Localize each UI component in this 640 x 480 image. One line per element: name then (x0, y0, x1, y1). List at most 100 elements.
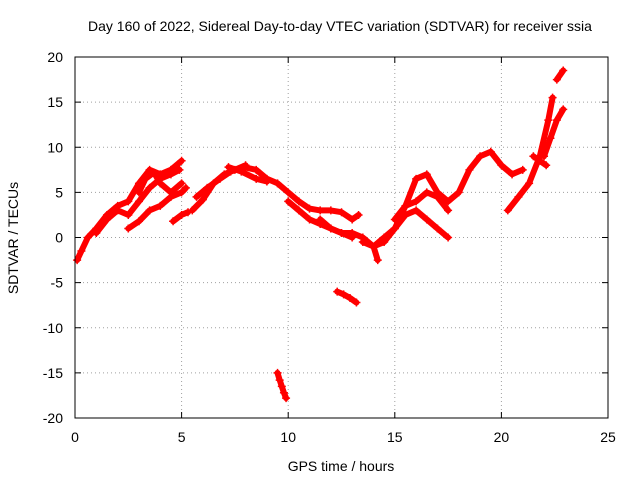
data-point-marker (262, 177, 271, 186)
series-line (334, 288, 360, 306)
data-point-marker (224, 163, 233, 172)
data-point-marker (279, 388, 288, 397)
data-point-marker (181, 183, 190, 192)
data-point-marker (358, 238, 367, 247)
series-arc-5 (169, 208, 192, 226)
data-point-marker (284, 197, 293, 206)
series-arc-3 (124, 183, 190, 233)
data-point-marker (380, 238, 389, 247)
data-point-marker (102, 215, 111, 224)
data-point-marker (476, 152, 485, 161)
data-point-marker (92, 228, 101, 237)
series-arc-16 (503, 93, 557, 215)
data-point-marker (145, 206, 154, 215)
data-point-marker (237, 167, 246, 176)
data-point-marker (535, 156, 544, 165)
x-tick-label: 25 (600, 429, 616, 445)
data-point-marker (390, 224, 399, 233)
series-arc-9 (273, 368, 291, 403)
data-point-marker (354, 210, 363, 219)
data-point-marker (149, 168, 158, 177)
y-tick-label: 10 (47, 139, 63, 155)
y-tick-label: -5 (51, 275, 64, 291)
axis-ticks: 0 5 10 15 20 25 -20 -15 -10 -5 0 5 10 15 20 (43, 49, 616, 445)
data-point-marker (326, 224, 335, 233)
series-line (541, 106, 567, 160)
data-point-marker (373, 256, 382, 265)
y-tick-label: -20 (43, 410, 63, 426)
data-point-marker (352, 298, 361, 307)
data-point-marker (422, 188, 431, 197)
data-point-marker (444, 197, 453, 206)
data-point-marker (156, 179, 165, 188)
data-point-marker (337, 208, 346, 217)
series-line (553, 67, 567, 83)
data-point-marker (188, 206, 197, 215)
series-arc-17 (529, 152, 551, 170)
data-point-marker (113, 206, 122, 215)
data-point-marker (83, 233, 92, 242)
data-point-marker (305, 204, 314, 213)
data-point-marker (390, 215, 399, 224)
data-point-marker (192, 192, 201, 201)
data-point-marker (277, 382, 286, 391)
data-point-marker (284, 188, 293, 197)
data-point-marker (369, 242, 378, 251)
data-point-marker (241, 161, 250, 170)
data-point-marker (333, 287, 342, 296)
chart-title: Day 160 of 2022, Sidereal Day-to-day VTE… (88, 18, 592, 34)
data-point-marker (433, 192, 442, 201)
data-point-marker (337, 228, 346, 237)
y-tick-label: -10 (43, 320, 63, 336)
data-point-marker (412, 206, 421, 215)
series-arc-19 (552, 66, 568, 84)
data-point-marker (559, 105, 568, 114)
data-point-marker (559, 66, 568, 75)
data-series (73, 66, 568, 403)
series-arc-8 (224, 163, 271, 186)
data-point-marker (412, 174, 421, 183)
data-point-marker (401, 201, 410, 210)
data-point-marker (169, 217, 178, 226)
series-line (391, 189, 452, 223)
data-point-marker (486, 147, 495, 156)
data-point-marker (346, 293, 355, 302)
data-point-marker (422, 170, 431, 179)
data-point-marker (275, 376, 284, 385)
data-point-marker (134, 197, 143, 206)
y-tick-label: 0 (55, 230, 63, 246)
data-point-marker (508, 170, 517, 179)
data-point-marker (134, 217, 143, 226)
plot-frame (74, 56, 609, 419)
data-point-marker (273, 368, 282, 377)
data-point-marker (444, 233, 453, 242)
data-point-marker (339, 290, 348, 299)
data-point-marker (124, 224, 133, 233)
x-tick-label: 10 (280, 429, 296, 445)
data-point-marker (433, 224, 442, 233)
data-point-marker (273, 179, 282, 188)
y-tick-label: 20 (47, 49, 63, 65)
data-point-marker (540, 152, 549, 161)
data-point-marker (465, 165, 474, 174)
data-point-marker (422, 215, 431, 224)
series-line (317, 216, 381, 264)
data-point-marker (252, 174, 261, 183)
grid (75, 57, 608, 418)
data-point-marker (177, 188, 186, 197)
data-point-marker (529, 152, 538, 161)
x-tick-label: 0 (71, 429, 79, 445)
data-point-marker (134, 188, 143, 197)
data-point-marker (177, 210, 186, 219)
data-point-marker (124, 197, 133, 206)
data-point-marker (548, 93, 557, 102)
y-tick-label: 5 (55, 184, 63, 200)
data-point-marker (518, 165, 527, 174)
y-tick-label: -15 (43, 365, 63, 381)
data-point-marker (316, 206, 325, 215)
data-point-marker (294, 197, 303, 206)
data-point-marker (552, 116, 561, 125)
data-point-marker (220, 170, 229, 179)
series-arc-15 (390, 188, 453, 224)
data-point-marker (497, 161, 506, 170)
